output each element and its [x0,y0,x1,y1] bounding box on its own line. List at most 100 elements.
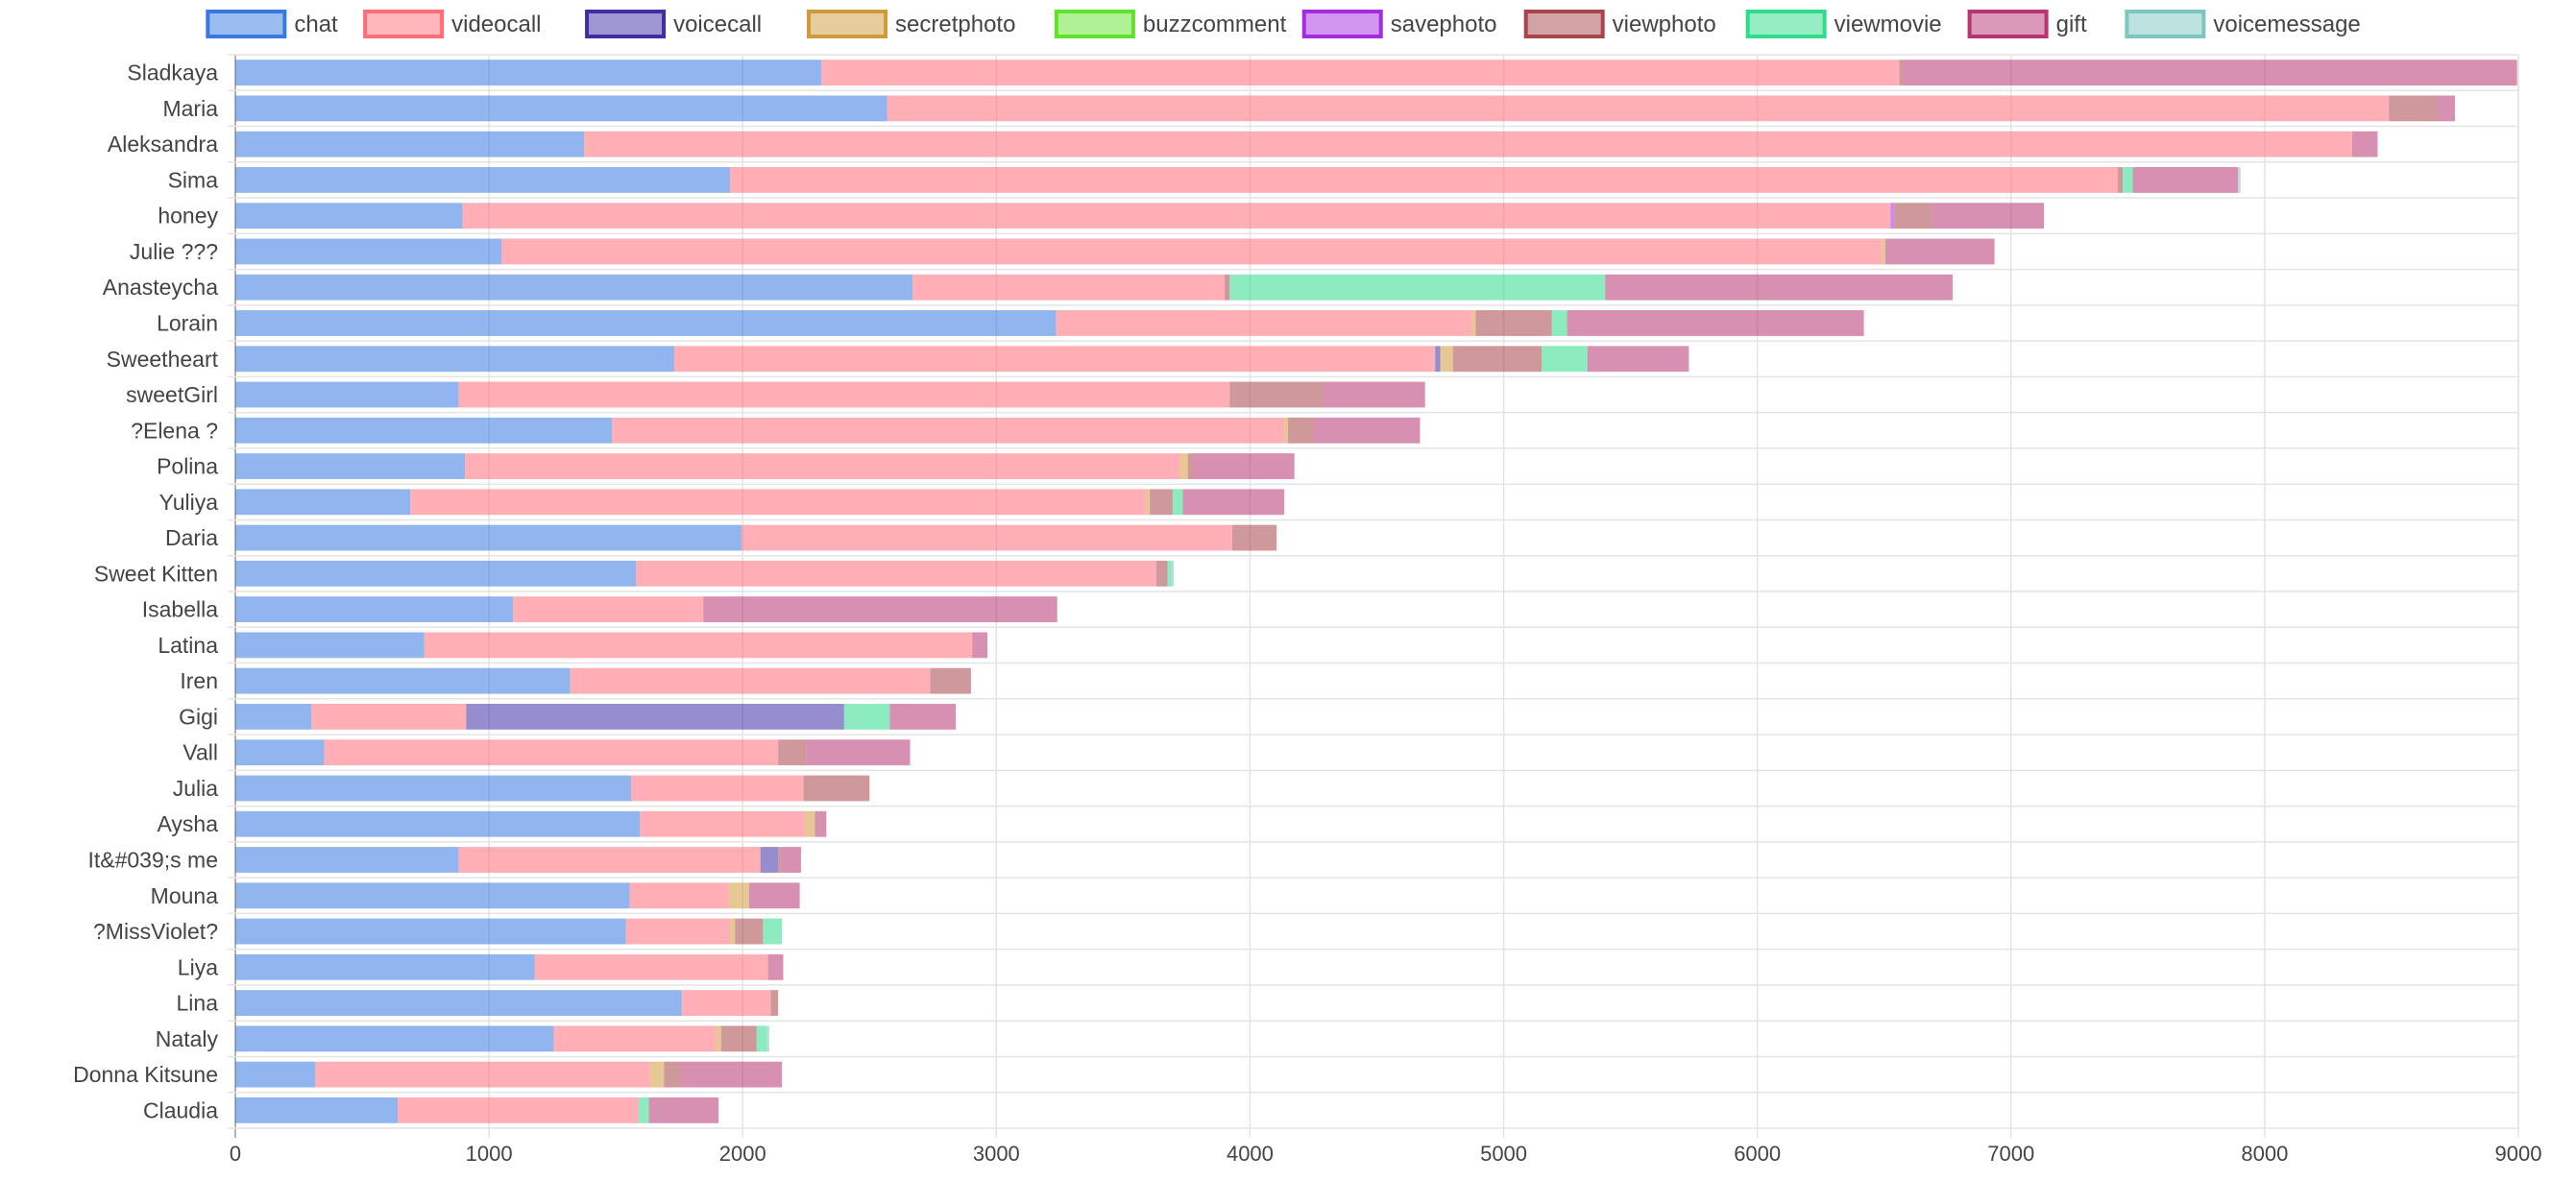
bar-segment-gift[interactable] [1324,381,1425,408]
bar-segment-secretphoto[interactable] [1146,489,1151,516]
bar-segment-gift[interactable] [1567,310,1864,336]
bar-segment-viewphoto[interactable] [1899,60,1904,86]
bar-segment-gift[interactable] [2132,167,2239,193]
legend-item-savephoto[interactable]: savephoto [1301,10,1497,38]
bar-segment-viewphoto[interactable] [1150,489,1173,516]
bar-segment-viewmovie[interactable] [1172,489,1183,516]
bar-segment-viewmovie[interactable] [843,704,890,730]
bar-segment-secretphoto[interactable] [1882,238,1886,265]
bar-segment-viewmovie[interactable] [1551,310,1567,336]
bar-segment-gift[interactable] [2437,95,2455,122]
bar-segment-chart[interactable] [235,203,463,229]
bar-segment-viewphoto[interactable] [1187,453,1194,479]
bar-segment-chart[interactable] [235,417,613,444]
bar-segment-chart[interactable] [235,918,626,945]
bar-segment-videocall[interactable] [1056,310,1472,336]
bar-segment-videocall[interactable] [315,1061,650,1088]
bar-segment-chart[interactable] [235,60,822,86]
bar-segment-viewphoto[interactable] [1225,274,1230,301]
bar-segment-videocall[interactable] [612,417,1285,444]
bar-segment-viewphoto[interactable] [770,990,779,1016]
bar-segment-voicecall[interactable] [1435,346,1441,373]
bar-segment-videocall[interactable] [534,953,768,980]
bar-segment-gift[interactable] [889,704,957,730]
bar-segment-videocall[interactable] [462,203,1891,229]
bar-segment-videocall[interactable] [398,1097,639,1123]
bar-segment-videocall[interactable] [324,739,779,766]
bar-segment-chart[interactable] [235,810,641,837]
bar-segment-chart[interactable] [235,667,571,694]
bar-segment-videocall[interactable] [424,632,973,659]
bar-segment-chart[interactable] [235,381,459,408]
legend-item-voicecall[interactable]: voicecall [585,10,762,38]
bar-segment-chart[interactable] [235,1061,316,1088]
bar-segment-videocall[interactable] [311,704,467,730]
bar-segment-gift[interactable] [780,847,801,873]
legend-item-voicemessage[interactable]: voicemessage [2125,10,2361,38]
bar-segment-secretphoto[interactable] [1471,310,1476,336]
bar-segment-videocall[interactable] [887,95,2390,122]
legend-item-videocall[interactable]: videocall [363,10,542,38]
bar-segment-voicecall[interactable] [760,847,779,873]
bar-segment-gift[interactable] [1587,346,1689,373]
bar-segment-viewmovie[interactable] [2122,167,2133,193]
bar-segment-videocall[interactable] [570,667,931,694]
bar-segment-voicemessage[interactable] [1171,560,1175,587]
bar-segment-chart[interactable] [235,775,632,802]
bar-segment-chart[interactable] [235,453,466,479]
bar-segment-gift[interactable] [748,882,800,909]
bar-segment-viewmovie[interactable] [1167,560,1172,587]
bar-segment-chart[interactable] [235,704,312,730]
bar-segment-gift[interactable] [648,1097,719,1123]
bar-segment-viewphoto[interactable] [1475,310,1552,336]
bar-segment-gift[interactable] [1932,203,2045,229]
legend-item-viewmovie[interactable]: viewmovie [1745,10,1942,38]
bar-segment-secretphoto[interactable] [1440,346,1453,373]
bar-segment-gift[interactable] [703,596,1057,623]
bar-segment-chart[interactable] [235,524,741,551]
bar-segment-videocall[interactable] [458,381,1230,408]
bar-segment-chart[interactable] [235,167,731,193]
bar-segment-gift[interactable] [1193,453,1295,479]
bar-segment-voicemessage[interactable] [2238,167,2241,193]
bar-segment-videocall[interactable] [912,274,1226,301]
bar-segment-chart[interactable] [235,560,637,587]
bar-segment-videocall[interactable] [584,131,2353,157]
bar-segment-chart[interactable] [235,632,425,659]
bar-segment-gift[interactable] [972,632,988,659]
bar-segment-gift[interactable] [1903,60,2517,86]
bar-segment-viewphoto[interactable] [1452,346,1543,373]
bar-segment-videocall[interactable] [410,489,1147,516]
bar-segment-secretphoto[interactable] [649,1061,665,1088]
bar-segment-secretphoto[interactable] [1179,453,1188,479]
bar-segment-viewphoto[interactable] [1231,524,1277,551]
bar-segment-videocall[interactable] [553,1025,717,1052]
bar-segment-gift[interactable] [1885,238,1995,265]
bar-segment-viewphoto[interactable] [1155,560,1168,587]
bar-segment-viewphoto[interactable] [735,918,764,945]
bar-segment-secretphoto[interactable] [1284,417,1289,444]
bar-segment-gift[interactable] [2352,131,2378,157]
bar-segment-gift[interactable] [1605,274,1954,301]
bar-segment-videocall[interactable] [625,918,731,945]
bar-segment-gift[interactable] [814,810,827,837]
bar-segment-viewphoto[interactable] [1229,381,1324,408]
bar-segment-chart[interactable] [235,346,674,373]
bar-segment-gift[interactable] [806,739,911,766]
legend[interactable]: chat videocall voicecall secretphoto buzzcom… [206,10,2361,38]
bar-segment-chart[interactable] [235,847,459,873]
bar-segment-viewphoto[interactable] [803,775,870,802]
bar-segment-chart[interactable] [235,238,502,265]
bar-segment-gift[interactable] [680,1061,783,1088]
bar-segment-viewphoto[interactable] [778,847,781,873]
bar-segment-viewmovie[interactable] [638,1097,649,1123]
bar-segment-videocall[interactable] [681,990,771,1016]
bar-segment-secretphoto[interactable] [728,882,749,909]
bar-segment-videocall[interactable] [741,524,1232,551]
bar-segment-videocall[interactable] [673,346,1436,373]
bar-segment-videocall[interactable] [636,560,1156,587]
bar-segment-chart[interactable] [235,1097,399,1123]
bar-segment-chart[interactable] [235,131,585,157]
bar-segment-viewphoto[interactable] [778,739,807,766]
bar-segment-videocall[interactable] [730,167,2118,193]
